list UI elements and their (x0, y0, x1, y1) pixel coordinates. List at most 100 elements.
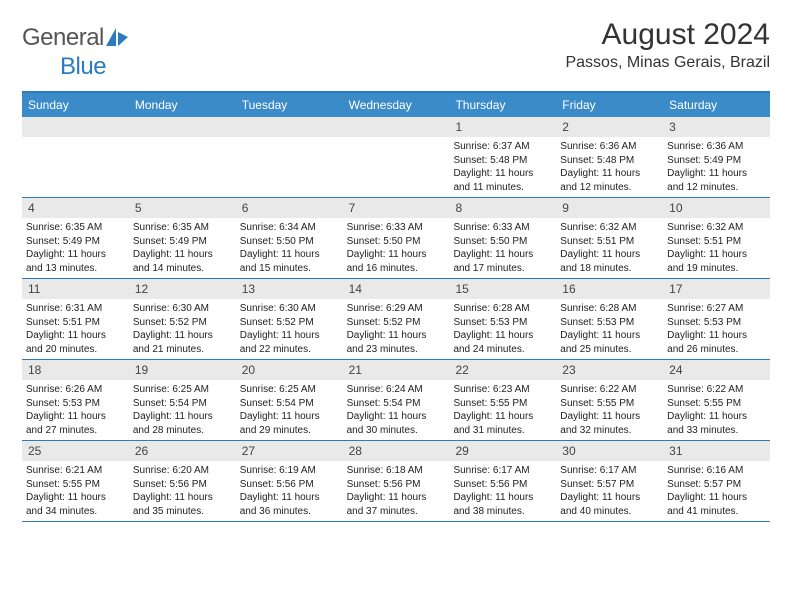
day-cell: 20Sunrise: 6:25 AMSunset: 5:54 PMDayligh… (236, 360, 343, 440)
day-number: 3 (663, 117, 770, 137)
day-details: Sunrise: 6:22 AMSunset: 5:55 PMDaylight:… (663, 380, 770, 440)
day-details: Sunrise: 6:30 AMSunset: 5:52 PMDaylight:… (236, 299, 343, 359)
day-details: Sunrise: 6:32 AMSunset: 5:51 PMDaylight:… (556, 218, 663, 278)
day-details: Sunrise: 6:16 AMSunset: 5:57 PMDaylight:… (663, 461, 770, 521)
day-cell: 11Sunrise: 6:31 AMSunset: 5:51 PMDayligh… (22, 279, 129, 359)
week-row: 4Sunrise: 6:35 AMSunset: 5:49 PMDaylight… (22, 198, 770, 279)
day-details: Sunrise: 6:31 AMSunset: 5:51 PMDaylight:… (22, 299, 129, 359)
weekday-header-cell: Friday (556, 93, 663, 117)
day-details: Sunrise: 6:21 AMSunset: 5:55 PMDaylight:… (22, 461, 129, 521)
day-cell: 21Sunrise: 6:24 AMSunset: 5:54 PMDayligh… (343, 360, 450, 440)
day-cell: 22Sunrise: 6:23 AMSunset: 5:55 PMDayligh… (449, 360, 556, 440)
day-details: Sunrise: 6:36 AMSunset: 5:49 PMDaylight:… (663, 137, 770, 197)
day-number: 8 (449, 198, 556, 218)
day-number: 7 (343, 198, 450, 218)
day-number: 1 (449, 117, 556, 137)
day-cell: 3Sunrise: 6:36 AMSunset: 5:49 PMDaylight… (663, 117, 770, 197)
day-details: Sunrise: 6:24 AMSunset: 5:54 PMDaylight:… (343, 380, 450, 440)
day-details: Sunrise: 6:19 AMSunset: 5:56 PMDaylight:… (236, 461, 343, 521)
day-cell: 19Sunrise: 6:25 AMSunset: 5:54 PMDayligh… (129, 360, 236, 440)
day-cell: 9Sunrise: 6:32 AMSunset: 5:51 PMDaylight… (556, 198, 663, 278)
brand-logo: General Blue (22, 24, 128, 81)
day-cell: 13Sunrise: 6:30 AMSunset: 5:52 PMDayligh… (236, 279, 343, 359)
page-title: August 2024 (565, 18, 770, 52)
weekday-header-cell: Monday (129, 93, 236, 117)
day-number: 27 (236, 441, 343, 461)
week-row: 11Sunrise: 6:31 AMSunset: 5:51 PMDayligh… (22, 279, 770, 360)
day-cell: 4Sunrise: 6:35 AMSunset: 5:49 PMDaylight… (22, 198, 129, 278)
day-number: 21 (343, 360, 450, 380)
day-number: 4 (22, 198, 129, 218)
weekday-header-cell: Sunday (22, 93, 129, 117)
day-cell (236, 117, 343, 197)
day-cell: 5Sunrise: 6:35 AMSunset: 5:49 PMDaylight… (129, 198, 236, 278)
day-number: 15 (449, 279, 556, 299)
day-cell: 2Sunrise: 6:36 AMSunset: 5:48 PMDaylight… (556, 117, 663, 197)
week-row: 18Sunrise: 6:26 AMSunset: 5:53 PMDayligh… (22, 360, 770, 441)
empty-day (343, 117, 450, 137)
day-details: Sunrise: 6:34 AMSunset: 5:50 PMDaylight:… (236, 218, 343, 278)
day-cell: 7Sunrise: 6:33 AMSunset: 5:50 PMDaylight… (343, 198, 450, 278)
day-cell: 1Sunrise: 6:37 AMSunset: 5:48 PMDaylight… (449, 117, 556, 197)
day-number: 20 (236, 360, 343, 380)
day-cell: 17Sunrise: 6:27 AMSunset: 5:53 PMDayligh… (663, 279, 770, 359)
day-details: Sunrise: 6:37 AMSunset: 5:48 PMDaylight:… (449, 137, 556, 197)
day-cell: 15Sunrise: 6:28 AMSunset: 5:53 PMDayligh… (449, 279, 556, 359)
day-details: Sunrise: 6:35 AMSunset: 5:49 PMDaylight:… (129, 218, 236, 278)
calendar-page: General Blue August 2024 Passos, Minas G… (0, 0, 792, 540)
day-cell: 25Sunrise: 6:21 AMSunset: 5:55 PMDayligh… (22, 441, 129, 521)
brand-part1: General (22, 24, 104, 51)
day-number: 10 (663, 198, 770, 218)
day-details: Sunrise: 6:20 AMSunset: 5:56 PMDaylight:… (129, 461, 236, 521)
day-number: 6 (236, 198, 343, 218)
day-details: Sunrise: 6:22 AMSunset: 5:55 PMDaylight:… (556, 380, 663, 440)
day-number: 24 (663, 360, 770, 380)
location-subtitle: Passos, Minas Gerais, Brazil (565, 54, 770, 72)
day-details: Sunrise: 6:36 AMSunset: 5:48 PMDaylight:… (556, 137, 663, 197)
day-number: 25 (22, 441, 129, 461)
empty-day (129, 117, 236, 137)
day-details: Sunrise: 6:27 AMSunset: 5:53 PMDaylight:… (663, 299, 770, 359)
empty-day (22, 117, 129, 137)
day-details: Sunrise: 6:17 AMSunset: 5:56 PMDaylight:… (449, 461, 556, 521)
day-details: Sunrise: 6:33 AMSunset: 5:50 PMDaylight:… (343, 218, 450, 278)
day-cell: 30Sunrise: 6:17 AMSunset: 5:57 PMDayligh… (556, 441, 663, 521)
day-cell: 26Sunrise: 6:20 AMSunset: 5:56 PMDayligh… (129, 441, 236, 521)
weekday-header-cell: Wednesday (343, 93, 450, 117)
brand-part2: Blue (60, 53, 106, 80)
day-number: 28 (343, 441, 450, 461)
title-block: August 2024 Passos, Minas Gerais, Brazil (565, 18, 770, 72)
day-number: 30 (556, 441, 663, 461)
day-details: Sunrise: 6:29 AMSunset: 5:52 PMDaylight:… (343, 299, 450, 359)
day-number: 16 (556, 279, 663, 299)
day-number: 22 (449, 360, 556, 380)
day-details: Sunrise: 6:23 AMSunset: 5:55 PMDaylight:… (449, 380, 556, 440)
day-number: 29 (449, 441, 556, 461)
day-details: Sunrise: 6:28 AMSunset: 5:53 PMDaylight:… (449, 299, 556, 359)
day-cell: 29Sunrise: 6:17 AMSunset: 5:56 PMDayligh… (449, 441, 556, 521)
day-cell: 12Sunrise: 6:30 AMSunset: 5:52 PMDayligh… (129, 279, 236, 359)
day-cell (22, 117, 129, 197)
weekday-header-cell: Saturday (663, 93, 770, 117)
day-number: 13 (236, 279, 343, 299)
day-number: 17 (663, 279, 770, 299)
weeks-container: 1Sunrise: 6:37 AMSunset: 5:48 PMDaylight… (22, 117, 770, 522)
day-cell: 8Sunrise: 6:33 AMSunset: 5:50 PMDaylight… (449, 198, 556, 278)
weekday-header-cell: Thursday (449, 93, 556, 117)
day-number: 2 (556, 117, 663, 137)
sail-icon (106, 28, 128, 53)
day-cell: 18Sunrise: 6:26 AMSunset: 5:53 PMDayligh… (22, 360, 129, 440)
day-cell: 31Sunrise: 6:16 AMSunset: 5:57 PMDayligh… (663, 441, 770, 521)
week-row: 25Sunrise: 6:21 AMSunset: 5:55 PMDayligh… (22, 441, 770, 522)
day-number: 18 (22, 360, 129, 380)
day-details: Sunrise: 6:26 AMSunset: 5:53 PMDaylight:… (22, 380, 129, 440)
day-number: 23 (556, 360, 663, 380)
day-number: 5 (129, 198, 236, 218)
day-cell: 28Sunrise: 6:18 AMSunset: 5:56 PMDayligh… (343, 441, 450, 521)
header: General Blue August 2024 Passos, Minas G… (22, 18, 770, 81)
day-cell (129, 117, 236, 197)
day-number: 19 (129, 360, 236, 380)
day-details: Sunrise: 6:33 AMSunset: 5:50 PMDaylight:… (449, 218, 556, 278)
day-details: Sunrise: 6:30 AMSunset: 5:52 PMDaylight:… (129, 299, 236, 359)
day-cell: 6Sunrise: 6:34 AMSunset: 5:50 PMDaylight… (236, 198, 343, 278)
